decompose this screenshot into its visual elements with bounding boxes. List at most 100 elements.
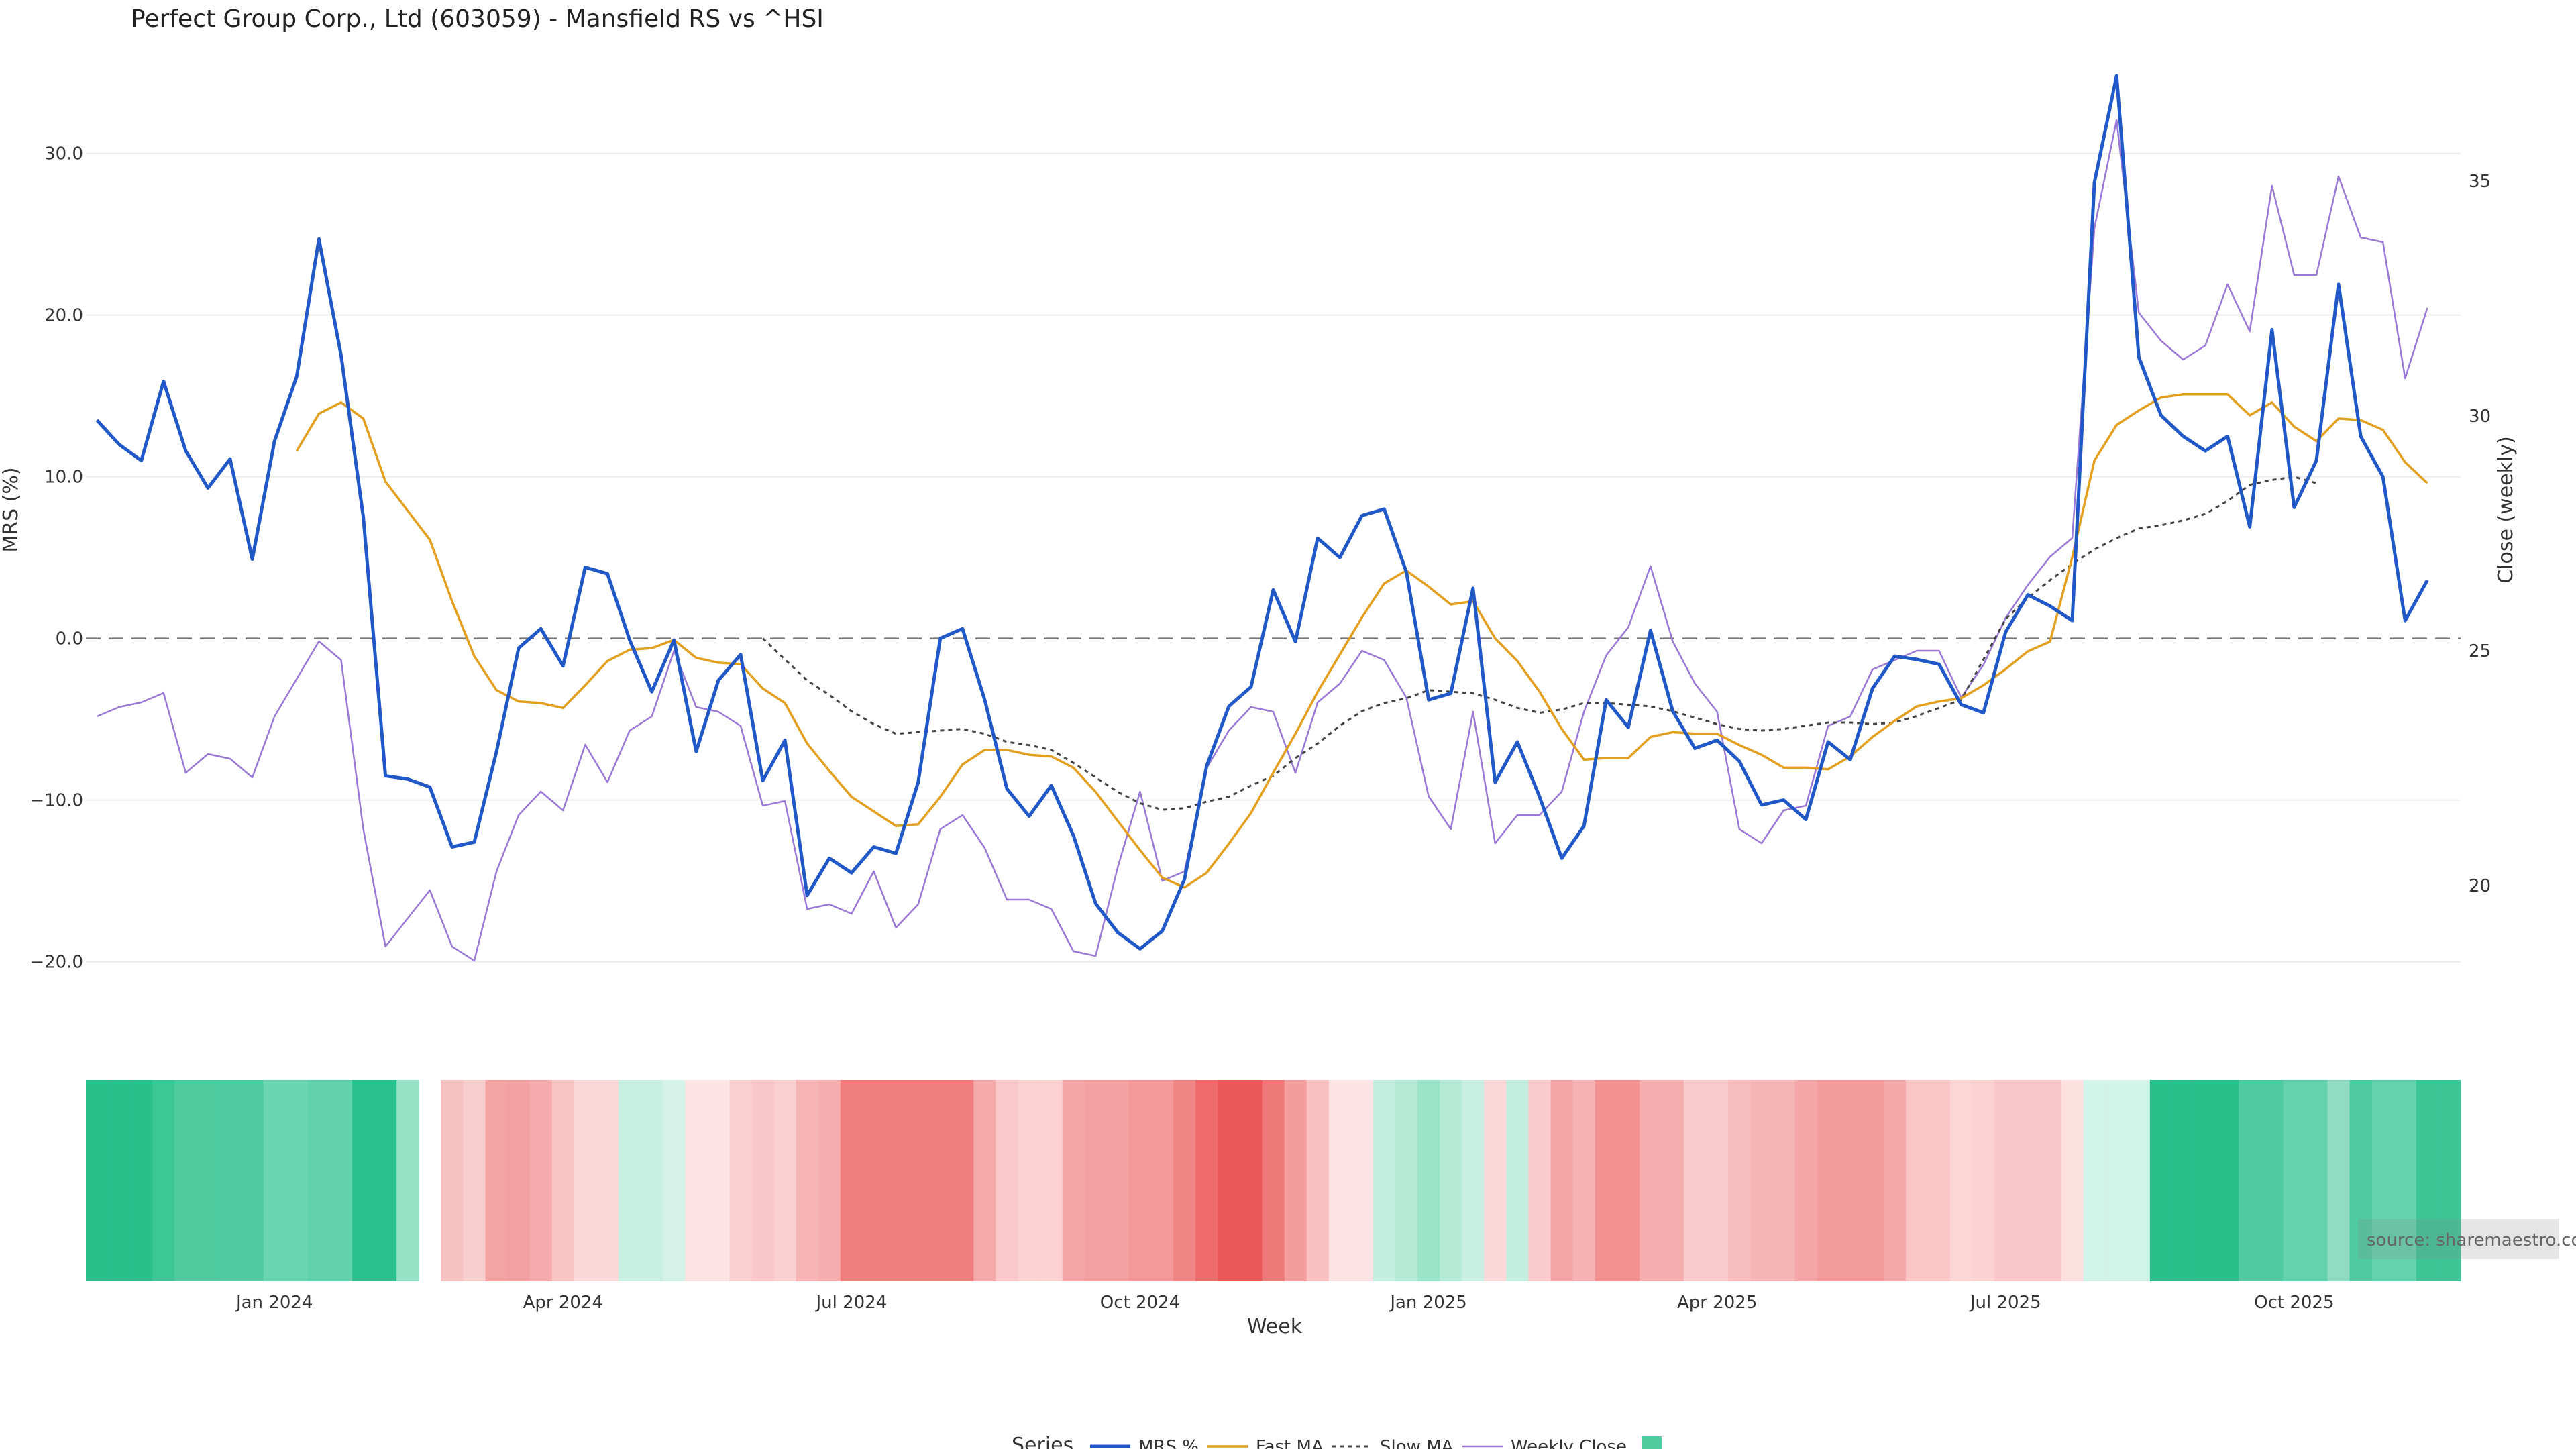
heatmap-cell — [1240, 1080, 1263, 1281]
heatmap-cell — [1572, 1080, 1596, 1281]
x-tick-label: Oct 2024 — [1100, 1293, 1180, 1313]
heatmap-cell — [1462, 1080, 1485, 1281]
source-badge — [2358, 1219, 2559, 1259]
x-tick-label: Jul 2025 — [1969, 1293, 2041, 1313]
heatmap-cell — [507, 1080, 531, 1281]
heatmap-cell — [1972, 1080, 1995, 1281]
heatmap-cell — [1817, 1080, 1840, 1281]
heatmap-cell — [463, 1080, 486, 1281]
legend-entry: MRS % — [1138, 1437, 1199, 1449]
heatmap-cell — [1905, 1080, 1929, 1281]
gridlines — [86, 152, 2461, 963]
heatmap-cell — [197, 1080, 220, 1281]
heatmap-cell — [663, 1080, 686, 1281]
chart-title: Perfect Group Corp., Ltd (603059) - Mans… — [131, 5, 824, 33]
heatmap-cell — [551, 1080, 575, 1281]
left-tick-label: −10.0 — [30, 791, 83, 811]
heatmap-cell — [441, 1080, 464, 1281]
right-tick-label: 25 — [2469, 641, 2491, 661]
heatmap-cell — [2305, 1080, 2328, 1281]
heatmap-cell — [2394, 1080, 2417, 1281]
heatmap-cell — [796, 1080, 819, 1281]
heatmap-cell — [596, 1080, 619, 1281]
heatmap-cell — [2039, 1080, 2062, 1281]
heatmap-cell — [1128, 1080, 1152, 1281]
heatmap-cell — [1151, 1080, 1174, 1281]
heatmap-cell — [329, 1080, 353, 1281]
heatmap-cell — [1506, 1080, 1529, 1281]
heatmap-cell — [2017, 1080, 2040, 1281]
heatmap-cell — [707, 1080, 731, 1281]
heatmap-cell — [951, 1080, 974, 1281]
heatmap-cell — [2083, 1080, 2106, 1281]
heatmap-strip — [86, 1080, 2461, 1281]
series-line-fast-ma — [295, 393, 2428, 889]
heatmap-cell — [1262, 1080, 1285, 1281]
heatmap-cell — [2283, 1080, 2306, 1281]
heatmap-cell — [2127, 1080, 2151, 1281]
heatmap-cell — [1861, 1080, 1884, 1281]
heatmap-cell — [2416, 1080, 2439, 1281]
heatmap-cell — [396, 1080, 419, 1281]
heatmap-cell — [219, 1080, 242, 1281]
heatmap-cell — [1018, 1080, 1041, 1281]
heatmap-cell — [773, 1080, 797, 1281]
heatmap-cell — [729, 1080, 753, 1281]
heatmap-cell — [307, 1080, 331, 1281]
heatmap-cell — [374, 1080, 397, 1281]
left-tick-label: 20.0 — [44, 306, 83, 326]
x-tick-label: Apr 2025 — [1677, 1293, 1757, 1313]
heatmap-cell — [1306, 1080, 1330, 1281]
heatmap-cell — [86, 1080, 109, 1281]
heatmap-cell — [1173, 1080, 1196, 1281]
heatmap-cell — [2438, 1080, 2461, 1281]
heatmap-cell — [352, 1080, 375, 1281]
heatmap-cell — [1440, 1080, 1462, 1281]
heatmap-cell — [529, 1080, 553, 1281]
heatmap-cell — [751, 1080, 775, 1281]
heatmap-cell — [130, 1080, 153, 1281]
x-tick-label: Jan 2024 — [235, 1293, 313, 1313]
heatmap-cell — [907, 1080, 930, 1281]
heatmap-cell — [1994, 1080, 2017, 1281]
left-tick-label: 10.0 — [44, 468, 83, 488]
heatmap-cell — [2327, 1080, 2351, 1281]
heatmap-cell — [1084, 1080, 1108, 1281]
heatmap-cell — [1950, 1080, 1973, 1281]
heatmap-cell — [619, 1080, 641, 1281]
series-line-mrs — [95, 74, 2429, 951]
heatmap-cell — [1750, 1080, 1773, 1281]
heatmap-cell — [1373, 1080, 1396, 1281]
x-tick-label: Oct 2025 — [2254, 1293, 2334, 1313]
legend-swatch-heatmap — [1642, 1436, 1662, 1449]
heatmap-cell — [1350, 1080, 1374, 1281]
heatmap-cell — [1040, 1080, 1063, 1281]
right-tick-label: 20 — [2469, 876, 2491, 896]
x-tick-label: Jan 2025 — [1389, 1293, 1467, 1313]
heatmap-cell — [174, 1080, 198, 1281]
heatmap-cell — [2194, 1080, 2217, 1281]
heatmap-cell — [929, 1080, 952, 1281]
left-tick-label: 30.0 — [44, 144, 83, 164]
axis-ticks: 30.0 20.0 10.0 0.0 −10.0 −20.0 35 30 25 20 Jan 202… — [30, 144, 2491, 1313]
heatmap-cell — [152, 1080, 175, 1281]
source-label: source: sharemaestro.com — [2367, 1230, 2576, 1250]
legend-entry: Slow MA — [1380, 1437, 1454, 1449]
heatmap-cell — [885, 1080, 908, 1281]
heatmap-cell — [685, 1080, 708, 1281]
heatmap-cell — [263, 1080, 286, 1281]
heatmap-cell — [2171, 1080, 2195, 1281]
heatmap-cell — [1794, 1080, 1818, 1281]
left-tick-label: −20.0 — [30, 953, 83, 973]
heatmap-cell — [1772, 1080, 1796, 1281]
heatmap-cell — [1617, 1080, 1640, 1281]
heatmap-cell — [2149, 1080, 2173, 1281]
heatmap-cell — [1661, 1080, 1684, 1281]
heatmap-cell — [241, 1080, 264, 1281]
left-tick-label: 0.0 — [56, 629, 83, 649]
heatmap-cell — [1706, 1080, 1729, 1281]
heatmap-cell — [641, 1080, 663, 1281]
heatmap-cell — [2061, 1080, 2084, 1281]
heatmap-cell — [1728, 1080, 1751, 1281]
